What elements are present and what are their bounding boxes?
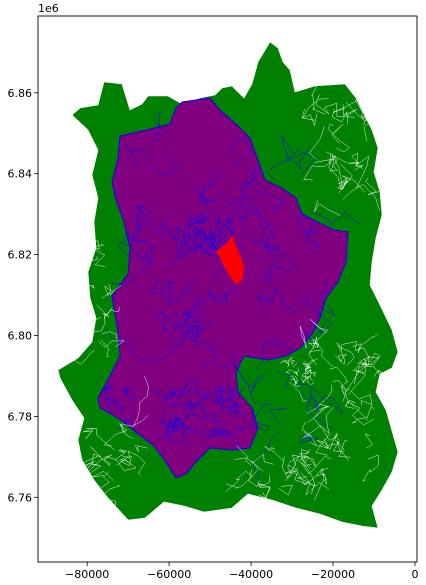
x-tick-label: −80000 xyxy=(65,568,109,581)
y-tick-label: 6.80 xyxy=(8,330,33,343)
map-layers xyxy=(58,42,406,528)
x-tick-label: −20000 xyxy=(311,568,355,581)
y-offset-label: 1e6 xyxy=(38,2,59,15)
y-tick-label: 6.76 xyxy=(8,491,33,504)
x-axis: −80000 −60000 −40000 −20000 0 xyxy=(65,562,418,581)
y-tick-label: 6.86 xyxy=(8,87,33,100)
y-tick-label: 6.78 xyxy=(8,410,33,423)
x-tick-label: −40000 xyxy=(229,568,273,581)
y-tick-label: 6.82 xyxy=(8,249,33,262)
x-tick-label: −60000 xyxy=(147,568,191,581)
x-tick-label: 0 xyxy=(411,568,418,581)
y-tick-label: 6.84 xyxy=(8,168,33,181)
y-axis: 6.76 6.78 6.80 6.82 6.84 6.86 xyxy=(8,87,39,504)
